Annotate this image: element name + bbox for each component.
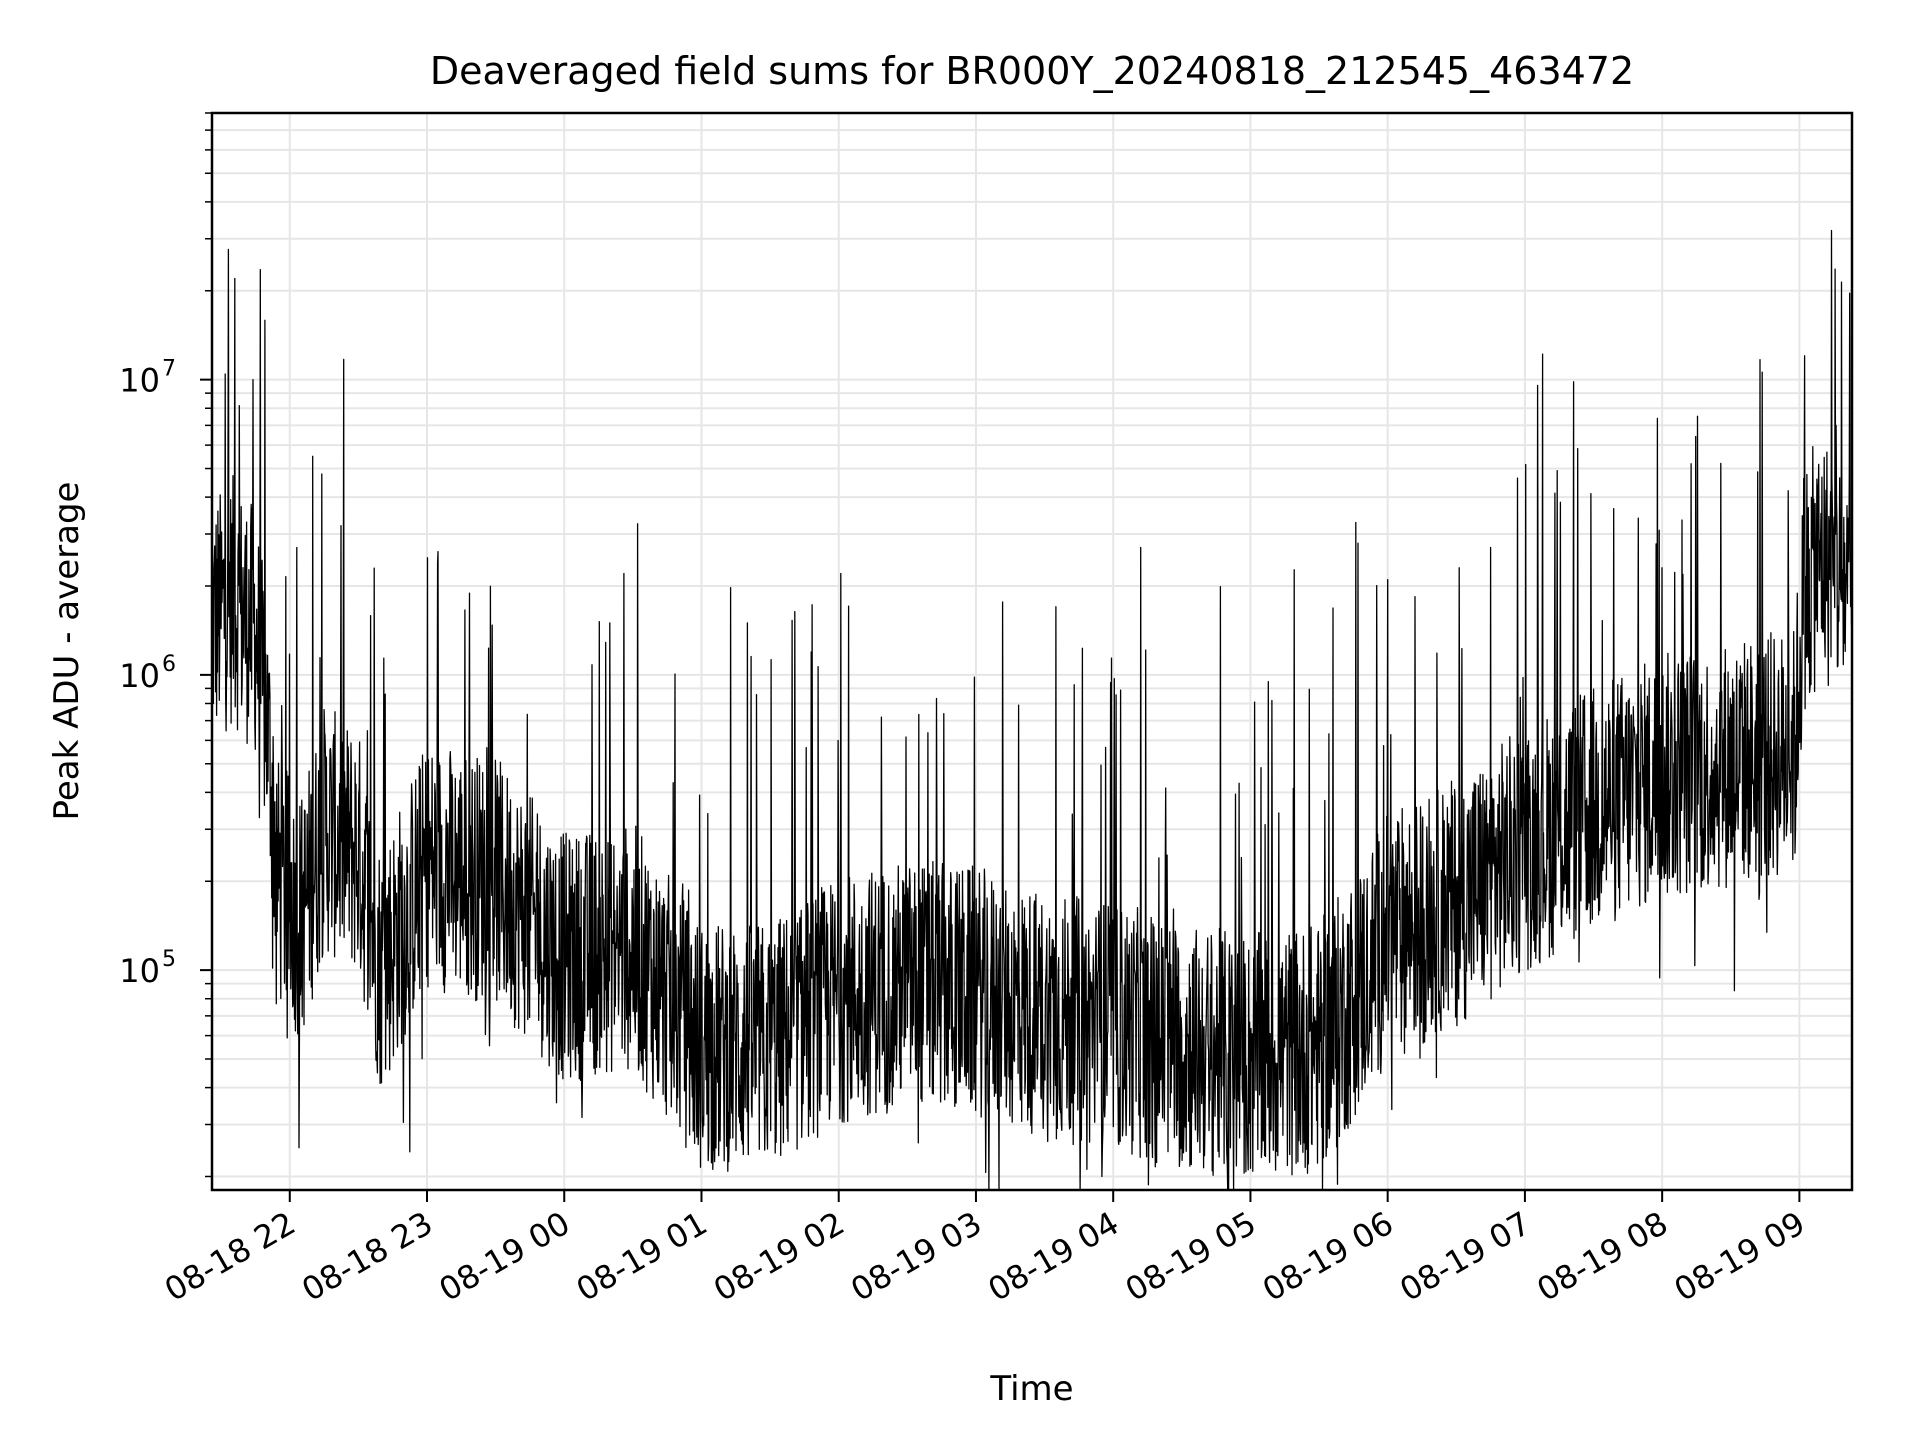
y-tick-label-exponent: 7 bbox=[162, 357, 176, 382]
y-tick-label: 10 bbox=[119, 362, 160, 400]
series-layer bbox=[211, 229, 1853, 1191]
y-tick-label: 10 bbox=[119, 657, 160, 695]
chart-title: Deaveraged field sums for BR000Y_2024081… bbox=[430, 49, 1634, 93]
series-line bbox=[211, 229, 1853, 1191]
x-axis-label: Time bbox=[989, 1369, 1073, 1409]
y-tick-label-exponent: 5 bbox=[162, 947, 176, 972]
y-tick-label: 10 bbox=[119, 952, 160, 990]
y-axis-label: Peak ADU - average bbox=[47, 482, 87, 821]
y-tick-label-exponent: 6 bbox=[162, 652, 176, 677]
plot-frame bbox=[210, 111, 1854, 1192]
